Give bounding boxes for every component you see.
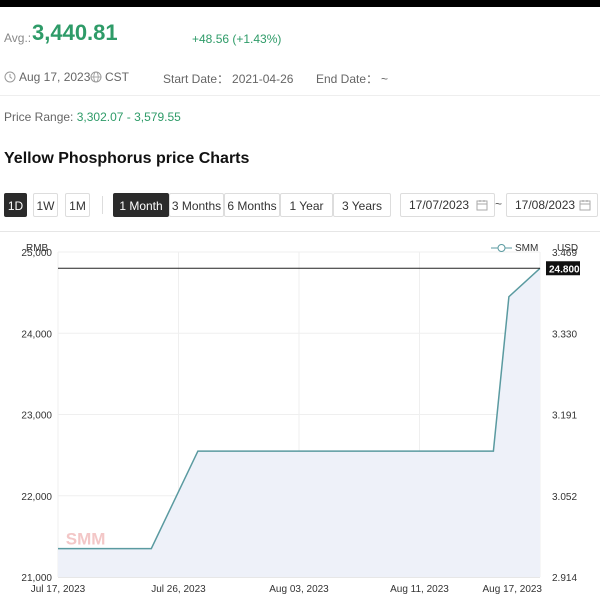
price-range-label: Price Range: bbox=[4, 110, 74, 124]
y2-tick-label: 2.914 bbox=[552, 573, 577, 584]
y2-axis: 3.469 3.330 3.191 3.052 2.914 bbox=[552, 248, 577, 584]
x-tick-label: Aug 03, 2023 bbox=[269, 584, 329, 595]
period-1-month-button[interactable]: 1 Month bbox=[113, 193, 169, 217]
quick-1w-button[interactable]: 1W bbox=[33, 193, 58, 217]
current-value-badge: 24.800 bbox=[546, 261, 580, 276]
y-tick-label: 25,000 bbox=[21, 248, 52, 259]
watermark: SMM bbox=[66, 530, 106, 549]
period-6-months-button[interactable]: 6 Months bbox=[224, 193, 280, 217]
end-date-label: End Date： bbox=[316, 72, 379, 86]
date-from-value: 17/07/2023 bbox=[409, 198, 470, 212]
date-separator: ~ bbox=[495, 197, 503, 211]
x-tick-label: Aug 17, 2023 bbox=[483, 584, 543, 595]
start-date: Start Date： 2021-04-26 bbox=[163, 70, 293, 87]
divider bbox=[0, 95, 600, 96]
y-tick-label: 23,000 bbox=[21, 411, 52, 422]
quick-1m-button[interactable]: 1M bbox=[65, 193, 90, 217]
chart-title: Yellow Phosphorus price Charts bbox=[4, 150, 250, 167]
chart-controls: 1D 1W 1M 1 Month 3 Months 6 Months 1 Yea… bbox=[4, 193, 600, 219]
y-tick-label: 24,000 bbox=[21, 329, 52, 340]
price-chart[interactable]: SMM RMB USD SMM 25,000 24,000 23,000 22,000… bbox=[0, 232, 600, 600]
calendar-icon bbox=[579, 200, 591, 211]
avg-value: 3,440.81 bbox=[32, 20, 118, 45]
price-area bbox=[58, 268, 540, 577]
x-tick-label: Jul 17, 2023 bbox=[31, 584, 86, 595]
start-date-label: Start Date： bbox=[163, 72, 230, 86]
price-line bbox=[58, 267, 541, 550]
x-axis: Jul 17, 2023 Jul 26, 2023 Aug 03, 2023 Aug … bbox=[31, 584, 543, 595]
legend-dot-icon bbox=[497, 244, 506, 252]
current-value-box bbox=[546, 261, 580, 276]
date-from-input[interactable]: 17/07/2023 bbox=[400, 193, 495, 217]
timezone-info: CST bbox=[90, 70, 129, 84]
y2-tick-label: 3.052 bbox=[552, 492, 577, 503]
legend[interactable]: SMM bbox=[491, 243, 538, 254]
price-change: +48.56 (+1.43%) bbox=[192, 32, 282, 46]
y-axis: 25,000 24,000 23,000 22,000 21,000 bbox=[21, 248, 52, 584]
legend-label: SMM bbox=[515, 243, 538, 254]
date-to-value: 17/08/2023 bbox=[515, 198, 576, 212]
x-tick-label: Jul 26, 2023 bbox=[151, 584, 206, 595]
left-unit-label: RMB bbox=[26, 243, 49, 254]
date-to-input[interactable]: 17/08/2023 bbox=[506, 193, 598, 217]
right-unit-label: USD bbox=[557, 243, 578, 254]
period-3-months-button[interactable]: 3 Months bbox=[169, 193, 224, 217]
current-value-text: 24.800 bbox=[549, 264, 580, 275]
timezone: CST bbox=[105, 70, 129, 84]
y-tick-label: 21,000 bbox=[21, 573, 52, 584]
y2-tick-label: 3.469 bbox=[552, 248, 577, 259]
end-date: End Date： ~ bbox=[316, 70, 388, 87]
y2-tick-label: 3.191 bbox=[552, 411, 577, 422]
start-date-value: 2021-04-26 bbox=[232, 71, 294, 86]
divider bbox=[102, 196, 103, 214]
price-range-value: 3,302.07 - 3,579.55 bbox=[76, 110, 181, 124]
y-tick-label: 22,000 bbox=[21, 492, 52, 503]
top-bar bbox=[0, 0, 600, 7]
price-range: Price Range: 3,302.07 - 3,579.55 bbox=[4, 110, 181, 124]
period-1-year-button[interactable]: 1 Year bbox=[280, 193, 333, 217]
globe-icon bbox=[90, 71, 102, 83]
x-tick-label: Aug 11, 2023 bbox=[390, 584, 449, 595]
calendar-icon bbox=[476, 200, 488, 211]
clock-icon bbox=[4, 71, 16, 83]
end-date-value: ~ bbox=[381, 71, 389, 86]
chart-top-border bbox=[0, 231, 600, 232]
price-summary: Avg.: 3,440.81 +48.56 (+1.43%) bbox=[4, 18, 594, 52]
y2-tick-label: 3.330 bbox=[552, 329, 577, 340]
date-info: Aug 17, 2023 bbox=[4, 70, 90, 84]
current-date: Aug 17, 2023 bbox=[19, 70, 91, 84]
avg-label: Avg.: bbox=[4, 31, 32, 45]
meta-info: Aug 17, 2023 CST Start Date： 2021-04-26 … bbox=[4, 68, 594, 86]
quick-1d-button[interactable]: 1D bbox=[4, 193, 27, 217]
period-3-years-button[interactable]: 3 Years bbox=[333, 193, 391, 217]
